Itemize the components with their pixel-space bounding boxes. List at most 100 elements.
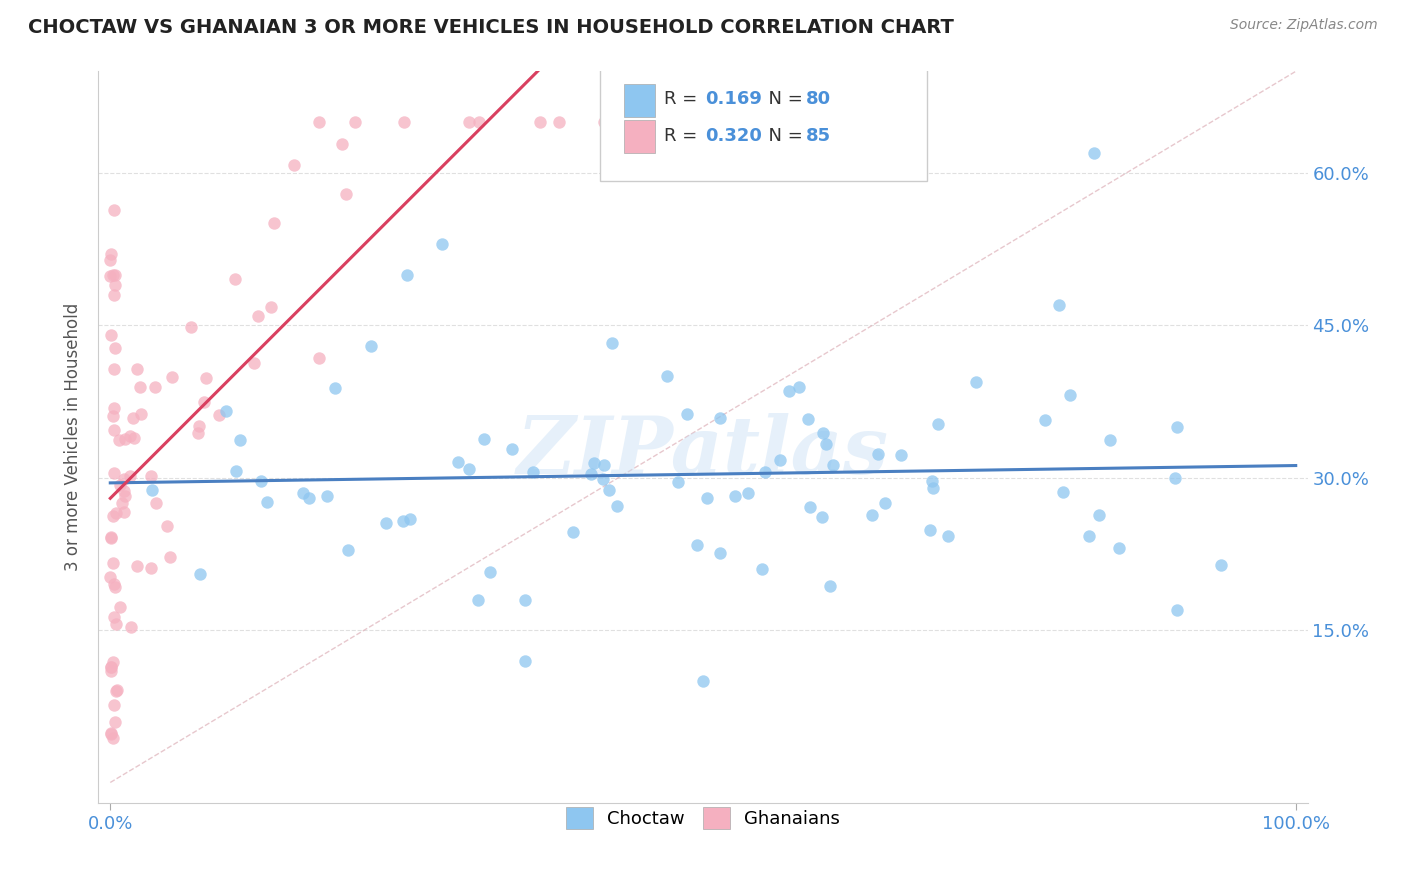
Point <box>111 496 134 510</box>
Point <box>194 371 217 385</box>
Point <box>515 592 537 607</box>
Point <box>593 458 616 472</box>
Point <box>224 272 246 286</box>
Point <box>501 442 523 456</box>
Point <box>1108 541 1130 555</box>
Point <box>799 500 821 515</box>
Point <box>103 577 125 591</box>
Point <box>582 456 605 470</box>
Point <box>139 560 162 574</box>
Text: ZIPatlas: ZIPatlas <box>517 413 889 491</box>
Point <box>479 565 502 579</box>
Point <box>686 538 709 552</box>
Point <box>606 499 628 513</box>
Point <box>1088 508 1111 522</box>
Point <box>121 410 143 425</box>
Point <box>1052 484 1074 499</box>
Point <box>548 115 571 129</box>
Text: 0.320: 0.320 <box>706 127 762 145</box>
Point <box>374 516 396 530</box>
Point <box>447 455 470 469</box>
Point <box>104 268 127 282</box>
FancyBboxPatch shape <box>624 120 655 153</box>
Point <box>751 562 773 576</box>
Point <box>696 491 718 505</box>
Point <box>100 531 122 545</box>
Point <box>298 491 321 506</box>
Point <box>592 472 614 486</box>
Point <box>936 529 959 543</box>
Point <box>103 401 125 415</box>
Point <box>724 489 747 503</box>
Point <box>316 489 339 503</box>
Point <box>105 682 128 697</box>
Text: N =: N = <box>758 90 808 108</box>
Point <box>432 237 454 252</box>
Text: N =: N = <box>758 127 808 145</box>
Point <box>145 496 167 510</box>
Point <box>561 524 583 539</box>
Point <box>104 684 127 698</box>
Point <box>120 429 142 443</box>
Point <box>921 474 943 488</box>
Point <box>187 426 209 441</box>
Point <box>225 464 247 478</box>
Point <box>101 268 124 282</box>
Point <box>103 509 125 524</box>
Point <box>927 417 949 431</box>
Point <box>335 187 357 202</box>
Point <box>754 465 776 479</box>
Point <box>100 247 122 261</box>
Point <box>110 478 132 492</box>
Point <box>188 418 211 433</box>
Point <box>823 458 845 472</box>
Text: R =: R = <box>664 127 703 145</box>
Point <box>112 472 135 486</box>
Text: R =: R = <box>664 90 703 108</box>
Point <box>818 579 841 593</box>
Point <box>860 508 883 522</box>
Point <box>141 483 163 498</box>
FancyBboxPatch shape <box>600 68 927 181</box>
Point <box>890 448 912 462</box>
Point <box>291 485 314 500</box>
Point <box>676 407 699 421</box>
Point <box>112 484 135 499</box>
Point <box>104 714 127 729</box>
Point <box>101 556 124 570</box>
Point <box>215 403 238 417</box>
Point <box>159 549 181 564</box>
Point <box>522 465 544 479</box>
Point <box>467 593 489 607</box>
Point <box>103 466 125 480</box>
Point <box>101 409 124 424</box>
Point <box>145 379 167 393</box>
Point <box>100 269 122 284</box>
Point <box>104 580 127 594</box>
Point <box>120 469 142 483</box>
Point <box>395 268 418 282</box>
Point <box>208 408 231 422</box>
Point <box>103 698 125 713</box>
Point <box>193 395 215 409</box>
Point <box>399 512 422 526</box>
Point <box>100 664 122 678</box>
Point <box>391 514 413 528</box>
Point <box>103 341 125 355</box>
Point <box>247 309 270 323</box>
Point <box>1209 558 1232 572</box>
Point <box>308 115 330 129</box>
Point <box>283 158 305 172</box>
Point <box>122 431 145 445</box>
Point <box>104 277 127 292</box>
Point <box>125 559 148 574</box>
Point <box>129 408 152 422</box>
Point <box>811 426 834 441</box>
Point <box>100 253 122 268</box>
Point <box>600 336 623 351</box>
Text: Source: ZipAtlas.com: Source: ZipAtlas.com <box>1230 18 1378 32</box>
Point <box>100 530 122 544</box>
Point <box>1164 471 1187 485</box>
Point <box>655 368 678 383</box>
Point <box>98 570 121 584</box>
